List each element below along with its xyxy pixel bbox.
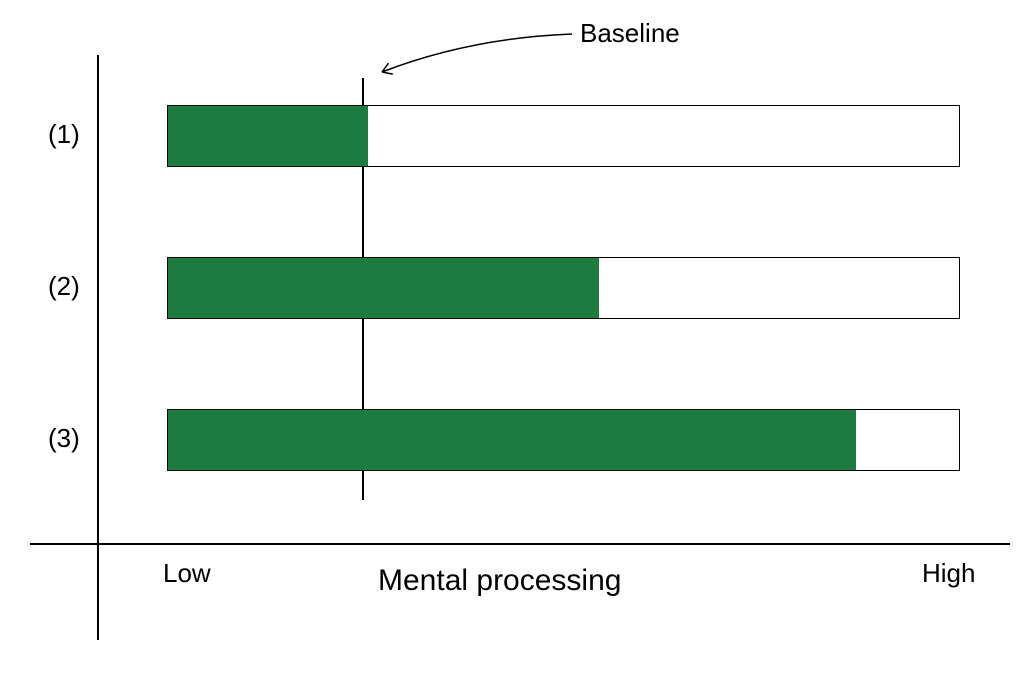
chart-stage: (1) (2) (3) Low Mental processing High B… xyxy=(0,0,1024,679)
baseline-arrow xyxy=(0,0,1024,679)
